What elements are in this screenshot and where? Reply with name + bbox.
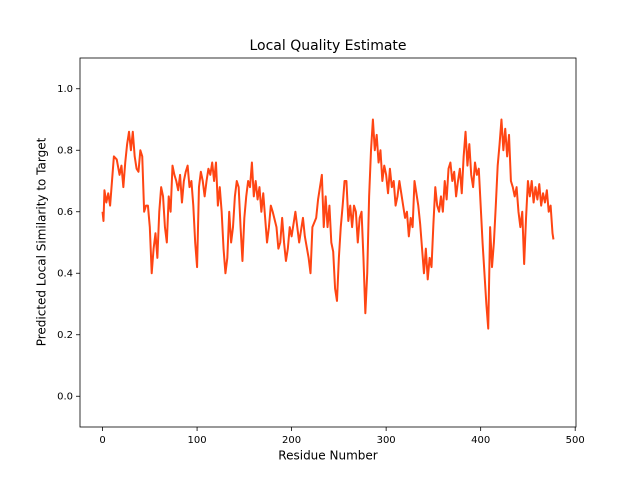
- y-tick-label: 0.8: [57, 145, 73, 156]
- y-tick-label: 1.0: [57, 84, 73, 95]
- y-tick-label: 0.0: [57, 391, 73, 402]
- y-tick-label: 0.6: [57, 207, 73, 218]
- data-line: [101, 118, 555, 330]
- y-tick-label: 0.4: [57, 268, 73, 279]
- x-tick-label: 100: [188, 435, 207, 446]
- x-tick-label: 0: [99, 435, 105, 446]
- x-tick-label: 200: [282, 435, 301, 446]
- x-tick-label: 400: [471, 435, 490, 446]
- chart-title: Local Quality Estimate: [249, 38, 406, 54]
- plot-frame: [79, 57, 577, 428]
- y-tick-label: 0.2: [57, 330, 73, 341]
- x-axis-label: Residue Number: [278, 449, 377, 463]
- x-tick-label: 500: [566, 435, 585, 446]
- x-tick-label: 300: [377, 435, 396, 446]
- y-axis-label: Predicted Local Similarity to Target: [35, 137, 49, 346]
